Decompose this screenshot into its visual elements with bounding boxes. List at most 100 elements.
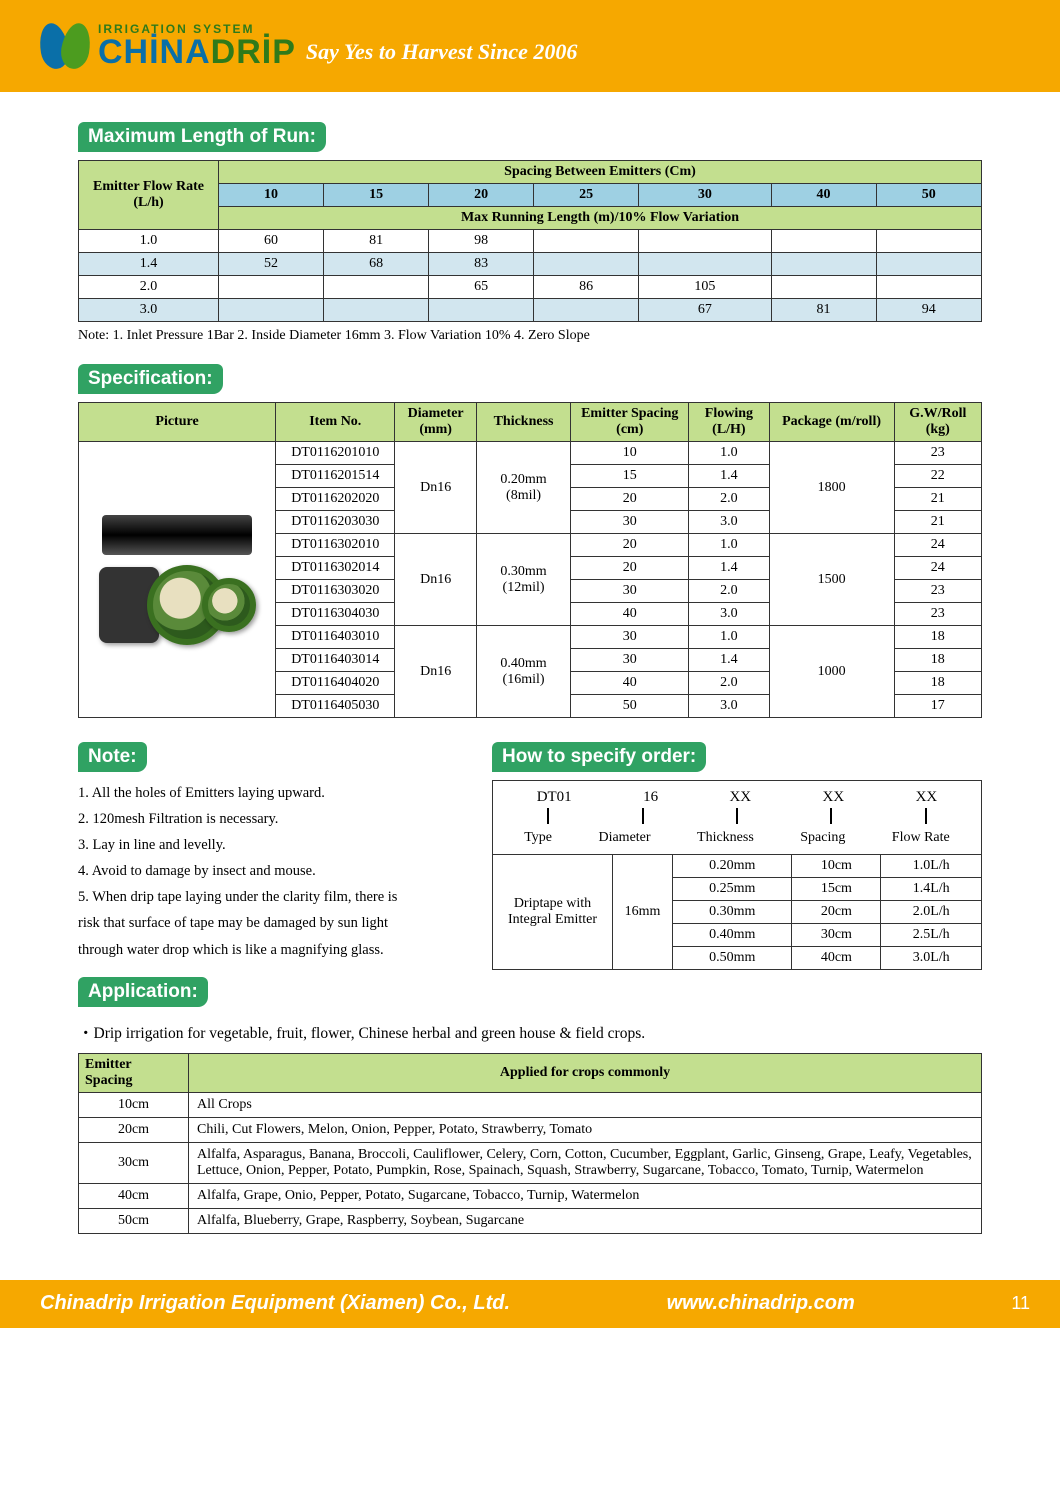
spec-header-cell: Package (m/roll) [769,403,894,442]
app-crops-cell: Chili, Cut Flowers, Melon, Onion, Pepper… [189,1117,982,1142]
gw-cell: 23 [894,603,981,626]
diameter-cell: Dn16 [395,534,476,626]
value-cell: 67 [639,299,771,322]
value-cell: 81 [324,230,429,253]
flow-cell: 1.4 [689,557,769,580]
value-cell: 83 [429,253,534,276]
spacing-cell: 30 [571,511,689,534]
maxrun-row: 1.4526883 [79,253,982,276]
app-spacing-cell: 30cm [79,1142,189,1183]
spacing-cell: 10 [219,184,324,207]
spacing-cell: 20 [571,488,689,511]
logo-text: IRRIGATION SYSTEM CHİNADRİP [98,23,296,69]
app-row: 30cmAlfalfa, Asparagus, Banana, Broccoli… [79,1142,982,1183]
app-spacing-cell: 10cm [79,1092,189,1117]
spacing-cell: 40 [571,672,689,695]
order-value-cell: 1.4L/h [881,878,982,901]
app-spacing-cell: 40cm [79,1183,189,1208]
item-no-cell: DT0116202020 [276,488,395,511]
application-line: ・Drip irrigation for vegetable, fruit, f… [78,1021,982,1043]
page-content: Maximum Length of Run: Emitter Flow Rate… [0,92,1060,1280]
gw-cell: 18 [894,626,981,649]
spec-header-cell: Diameter (mm) [395,403,476,442]
value-cell [534,230,639,253]
value-cell: 86 [534,276,639,299]
order-value-cell: 0.25mm [673,878,792,901]
rate-cell: 2.0 [79,276,219,299]
value-cell [324,299,429,322]
order-type-cell: Driptape with Integral Emitter [493,855,613,970]
value-cell [429,299,534,322]
value-cell [324,276,429,299]
spec-header-cell: Emitter Spacing (cm) [571,403,689,442]
spec-header-cell: Item No. [276,403,395,442]
app-row: 10cmAll Crops [79,1092,982,1117]
order-label: Type [524,830,552,846]
order-value-cell: 0.50mm [673,947,792,970]
app-crops-cell: Alfalfa, Grape, Onio, Pepper, Potato, Su… [189,1183,982,1208]
tagline: Say Yes to Harvest Since 2006 [306,39,578,65]
app-header-spacing: Emitter Spacing [79,1053,189,1092]
order-value-cell: 15cm [792,878,881,901]
value-cell: 65 [429,276,534,299]
section-title-app: Application: [78,977,208,1007]
app-spacing-cell: 50cm [79,1208,189,1233]
order-table: Driptape with Integral Emitter16mm0.20mm… [492,854,982,970]
spacing-cell: 30 [639,184,771,207]
order-code: DT01 [537,789,572,806]
app-row: 40cmAlfalfa, Grape, Onio, Pepper, Potato… [79,1183,982,1208]
maxrun-row: 2.06586105 [79,276,982,299]
order-row: Driptape with Integral Emitter16mm0.20mm… [493,855,982,878]
item-no-cell: DT0116203030 [276,511,395,534]
diameter-cell: Dn16 [395,442,476,534]
value-cell [771,253,876,276]
diameter-cell: Dn16 [395,626,476,718]
gw-cell: 21 [894,511,981,534]
app-spacing-cell: 20cm [79,1117,189,1142]
order-diameter-cell: 16mm [613,855,673,970]
value-cell [876,230,981,253]
order-label: Spacing [800,830,845,846]
order-value-cell: 1.0L/h [881,855,982,878]
item-no-cell: DT0116403010 [276,626,395,649]
app-row: 20cmChili, Cut Flowers, Melon, Onion, Pe… [79,1117,982,1142]
value-cell [219,276,324,299]
gw-cell: 23 [894,580,981,603]
package-cell: 1800 [769,442,894,534]
page-header: IRRIGATION SYSTEM CHİNADRİP Say Yes to H… [0,0,1060,92]
flow-cell: 1.0 [689,626,769,649]
spec-header-cell: Flowing (L/H) [689,403,769,442]
order-code: XX [823,789,845,806]
section-title-note: Note: [78,742,147,772]
running-header: Max Running Length (m)/10% Flow Variatio… [219,207,982,230]
spacing-cell: 30 [571,626,689,649]
rate-cell: 1.0 [79,230,219,253]
bar-icon [736,808,738,824]
thickness-cell: 0.40mm (16mil) [476,626,570,718]
gw-cell: 17 [894,695,981,718]
spec-header-cell: G.W/Roll (kg) [894,403,981,442]
order-label: Flow Rate [892,830,950,846]
package-cell: 1500 [769,534,894,626]
order-value-cell: 30cm [792,924,881,947]
maxrun-row: 1.0608198 [79,230,982,253]
value-cell [771,230,876,253]
order-label: Thickness [697,830,754,846]
value-cell [639,253,771,276]
bar-icon [925,808,927,824]
note-item: 3. Lay in line and levelly. [78,832,474,858]
bar-icon [830,808,832,824]
value-cell: 68 [324,253,429,276]
application-table: Emitter Spacing Applied for crops common… [78,1053,982,1234]
thickness-cell: 0.30mm (12mil) [476,534,570,626]
spacing-cell: 50 [571,695,689,718]
item-no-cell: DT0116405030 [276,695,395,718]
page-footer: Chinadrip Irrigation Equipment (Xiamen) … [0,1280,1060,1328]
section-title-order: How to specify order: [492,742,706,772]
gw-cell: 21 [894,488,981,511]
app-crops-cell: All Crops [189,1092,982,1117]
flow-cell: 3.0 [689,695,769,718]
gw-cell: 22 [894,465,981,488]
emitter-rate-header: Emitter Flow Rate (L/h) [79,161,219,230]
spacing-cell: 50 [876,184,981,207]
